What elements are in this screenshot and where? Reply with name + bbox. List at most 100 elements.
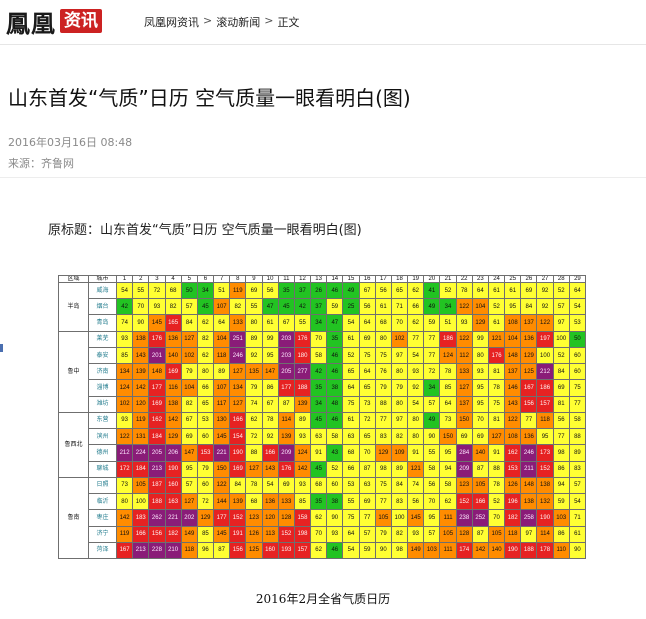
aqi-cell: 95 [261,346,279,365]
aqi-cell: 190 [164,460,182,478]
site-logo[interactable]: 鳳凰 资讯 [6,6,102,38]
aqi-cell: 75 [374,476,392,495]
aqi-cell: 70 [487,509,506,527]
aqi-cell: 72 [148,281,166,300]
aqi-cell: 66 [407,298,425,316]
aqi-cell: 136 [520,428,538,446]
aqi-cell: 88 [568,428,587,446]
aqi-cell: 55 [423,444,441,462]
aqi-cell: 57 [568,476,587,495]
aqi-cell: 73 [358,395,376,413]
aqi-cell: 84 [552,363,570,381]
aqi-cell: 129 [196,509,215,527]
aqi-cell: 100 [132,493,150,511]
aqi-cell: 130 [213,411,231,430]
aqi-cell: 258 [520,509,538,527]
table-row: 泰安 85 143 201 140 102 62 118 246 92 95 203 180 58 46 52… [59,346,587,365]
aqi-cell: 79 [374,525,392,543]
region-cell: 鲁中 [58,330,89,413]
table-row: 潍坊 102 120 169 138 82 65 117 127 74 67 87 139 34 48 75 7… [59,395,587,413]
aqi-cell: 145 [407,509,425,527]
aqi-cell: 188 [520,541,538,560]
header-day: 26 [520,275,538,283]
aqi-cell: 52 [552,346,570,365]
aqi-cell: 65 [390,281,409,300]
aqi-cell: 93 [326,525,344,543]
aqi-cell: 55 [132,281,150,300]
breadcrumb-home[interactable]: 凤凰网资讯 [144,16,199,29]
aqi-cell: 94 [552,476,570,495]
aqi-cell: 137 [455,395,473,413]
aqi-cell: 98 [374,460,392,478]
aqi-cell: 92 [536,281,554,300]
aqi-cell: 91 [487,444,506,462]
logo-text: 鳳凰 [6,8,56,38]
header-day: 29 [568,275,587,283]
aqi-cell: 99 [261,330,279,348]
aqi-cell: 173 [536,444,554,462]
aqi-cell: 140 [164,346,182,365]
aqi-cell: 69 [358,493,376,511]
aqi-cell: 100 [552,330,570,348]
aqi-cell: 93 [471,363,489,381]
header-day: 27 [536,275,554,283]
aqi-cell: 73 [439,411,457,430]
breadcrumb-rolling-news[interactable]: 滚动新闻 [216,16,261,29]
aqi-cell: 91 [407,444,425,462]
aqi-cell: 88 [245,444,263,462]
aqi-cell: 56 [552,411,570,430]
header-day: 13 [310,275,328,283]
aqi-cell: 108 [504,314,522,332]
aqi-cell: 74 [245,395,263,413]
side-marker [0,344,3,352]
aqi-cell: 58 [423,460,441,478]
header-day: 19 [407,275,425,283]
city-cell: 泰安 [88,346,117,365]
aqi-cell: 149 [407,541,425,560]
aqi-cell: 87 [213,541,231,560]
aqi-cell: 70 [423,493,441,511]
figure-caption: 2016年2月全省气质日历 [255,592,391,606]
aqi-cell: 54 [261,476,279,495]
aqi-cell: 64 [358,363,376,381]
aqi-cell: 157 [536,395,554,413]
city-cell: 滨州 [88,428,117,446]
aqi-cell: 77 [374,493,392,511]
aqi-cell: 34 [310,314,328,332]
aqi-cell: 77 [552,428,570,446]
aqi-cell: 122 [504,411,522,430]
aqi-cell: 104 [180,379,198,397]
aqi-cell: 52 [342,346,360,365]
aqi-cell: 77 [520,411,538,430]
aqi-cell: 147 [261,363,279,381]
article-source[interactable]: 来源：齐鲁网 [8,157,74,170]
aqi-cell: 238 [455,509,473,527]
aqi-cell: 156 [520,395,538,413]
aqi-cell: 105 [471,476,489,495]
aqi-cell: 84 [229,476,247,495]
aqi-cell: 145 [213,428,231,446]
aqi-cell: 93 [293,428,312,446]
aqi-cell: 166 [261,444,279,462]
header-day: 11 [277,275,295,283]
aqi-cell: 139 [293,395,312,413]
aqi-cell: 70 [310,525,328,543]
aqi-cell: 156 [148,525,166,543]
aqi-cell: 54 [115,281,134,300]
breadcrumb-separator: > [203,14,213,27]
aqi-cell: 64 [358,314,376,332]
aqi-cell: 57 [180,476,198,495]
aqi-cell: 82 [180,395,198,413]
aqi-cell: 34 [310,395,328,413]
aqi-cell: 172 [115,460,134,478]
aqi-cell: 82 [196,330,215,348]
aqi-cell: 126 [504,476,522,495]
aqi-cell: 139 [229,493,247,511]
region-cell: 半岛 [58,282,89,332]
aqi-cell: 196 [504,493,522,511]
aqi-cell: 212 [536,363,554,381]
aqi-cell: 79 [196,460,215,478]
aqi-cell: 46 [326,541,344,560]
aqi-cell: 97 [390,411,409,430]
aqi-cell: 133 [229,314,247,332]
